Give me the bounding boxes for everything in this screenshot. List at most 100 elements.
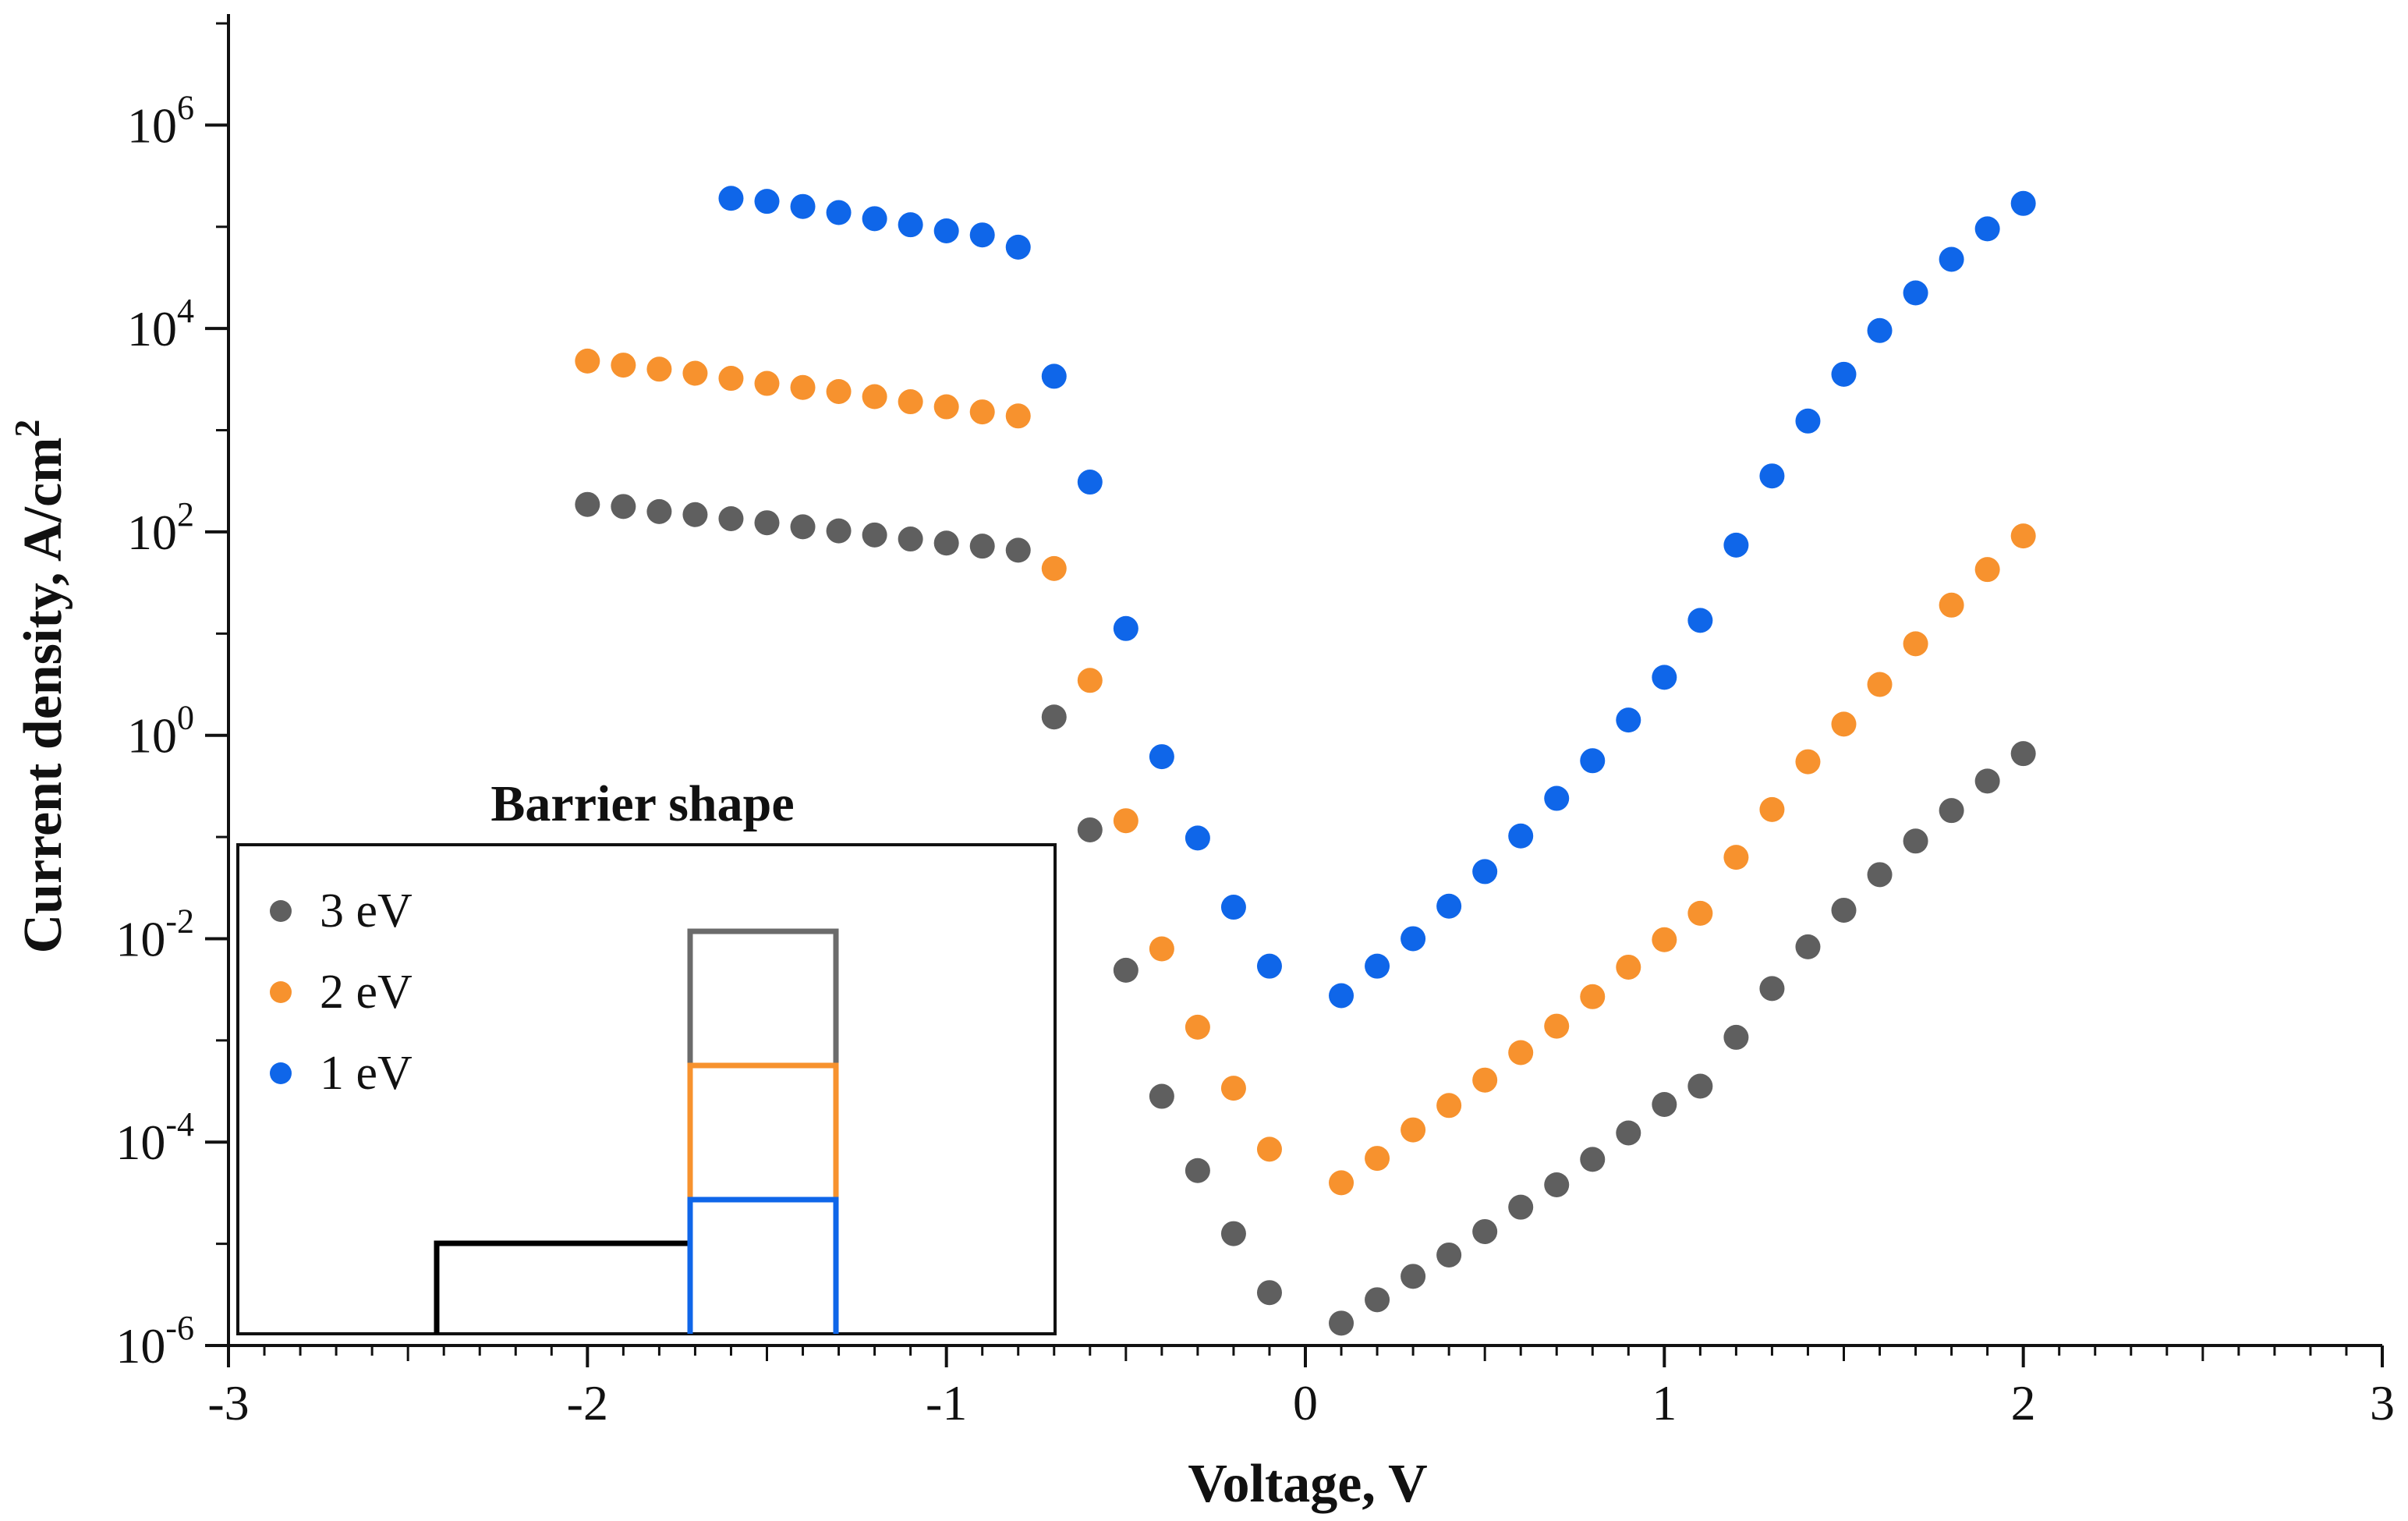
series-1-ev bbox=[718, 186, 2036, 1009]
data-point bbox=[1903, 828, 1928, 854]
data-point bbox=[826, 200, 852, 225]
data-point bbox=[1401, 1117, 1426, 1143]
inset-frame bbox=[236, 843, 1057, 1335]
data-point bbox=[1113, 808, 1138, 834]
data-point bbox=[1436, 1093, 1462, 1119]
data-point bbox=[1723, 532, 1749, 558]
data-point bbox=[1939, 798, 1964, 824]
data-point bbox=[1041, 363, 1067, 389]
data-point bbox=[1365, 1287, 1390, 1313]
data-point bbox=[1329, 1310, 1354, 1336]
data-point bbox=[1795, 408, 1821, 434]
data-point bbox=[1113, 957, 1138, 983]
data-point bbox=[1472, 1218, 1498, 1244]
data-point bbox=[1795, 749, 1821, 775]
data-point bbox=[1472, 859, 1498, 885]
y-tick-label: 104 bbox=[127, 292, 194, 356]
data-point bbox=[1616, 1120, 1641, 1146]
data-point bbox=[1974, 216, 2000, 242]
data-point bbox=[1436, 893, 1462, 919]
data-point bbox=[1077, 817, 1103, 842]
inset-legend: 3 eV 2 eV 1 eV bbox=[270, 885, 413, 1100]
data-point bbox=[1580, 748, 1606, 774]
data-point bbox=[2010, 523, 2036, 549]
data-point bbox=[1508, 1040, 1534, 1065]
data-point bbox=[898, 526, 923, 552]
data-point bbox=[1508, 823, 1534, 849]
data-point bbox=[1185, 825, 1210, 851]
x-tick-label: -3 bbox=[207, 1375, 249, 1431]
data-point bbox=[1365, 1146, 1390, 1172]
y-axis-title-text: Current density, A/cm bbox=[13, 438, 73, 954]
legend-marker bbox=[270, 900, 292, 922]
data-point bbox=[826, 378, 852, 404]
data-point bbox=[2010, 190, 2036, 216]
data-point bbox=[862, 206, 887, 232]
x-tick-label: 0 bbox=[1293, 1375, 1318, 1431]
data-point bbox=[1795, 934, 1821, 959]
data-point bbox=[1687, 900, 1713, 926]
data-point bbox=[1005, 234, 1031, 260]
data-points bbox=[575, 186, 2036, 1336]
data-point bbox=[862, 384, 887, 410]
data-point bbox=[1329, 1170, 1354, 1196]
data-point bbox=[1759, 463, 1785, 489]
data-point bbox=[1580, 984, 1606, 1009]
data-point bbox=[933, 394, 959, 420]
data-point bbox=[1149, 744, 1174, 770]
data-point bbox=[754, 189, 780, 214]
data-point bbox=[1652, 1091, 1677, 1117]
data-point bbox=[1759, 976, 1785, 1002]
barrier-step bbox=[434, 1240, 690, 1334]
data-point bbox=[682, 502, 708, 527]
barrier-shapes bbox=[434, 928, 839, 1334]
data-point bbox=[646, 498, 672, 524]
data-point bbox=[1723, 845, 1749, 870]
data-point bbox=[1831, 361, 1857, 387]
data-point bbox=[718, 186, 744, 211]
legend-marker bbox=[270, 1062, 292, 1084]
data-point bbox=[898, 212, 923, 238]
data-point bbox=[790, 193, 816, 219]
data-point bbox=[1113, 615, 1138, 641]
data-point bbox=[1401, 1264, 1426, 1289]
data-point bbox=[1903, 631, 1928, 657]
data-point bbox=[575, 491, 600, 517]
data-point bbox=[682, 360, 708, 386]
data-point bbox=[1544, 1013, 1570, 1039]
data-point bbox=[1220, 895, 1246, 920]
data-point bbox=[1401, 926, 1426, 952]
data-point bbox=[1544, 1172, 1570, 1197]
data-point bbox=[1867, 317, 1893, 343]
inset-title: Barrier shape bbox=[490, 775, 794, 832]
y-tick-label: 10-6 bbox=[115, 1309, 194, 1374]
data-point bbox=[575, 348, 600, 374]
data-point bbox=[718, 505, 744, 531]
data-point bbox=[1652, 927, 1677, 952]
data-point bbox=[1256, 953, 1282, 979]
data-point bbox=[1939, 592, 1964, 618]
data-point bbox=[933, 218, 959, 243]
data-point bbox=[1436, 1242, 1462, 1268]
data-point bbox=[611, 494, 636, 519]
data-point bbox=[1185, 1158, 1210, 1183]
data-point bbox=[969, 222, 995, 248]
barrier-shape-inset: Barrier shape 3 eV 2 eV 1 eV bbox=[236, 775, 1057, 1335]
data-point bbox=[1041, 704, 1067, 730]
data-point bbox=[1220, 1076, 1246, 1101]
data-point bbox=[1652, 665, 1677, 690]
x-tick-label: 2 bbox=[2011, 1375, 2036, 1431]
y-tick-label: 10-4 bbox=[115, 1105, 194, 1170]
legend-label: 1 eV bbox=[320, 1047, 413, 1100]
data-point bbox=[969, 399, 995, 425]
legend-marker bbox=[270, 981, 292, 1003]
y-tick-label: 106 bbox=[127, 88, 194, 153]
data-point bbox=[1759, 796, 1785, 822]
y-tick-label: 10-2 bbox=[115, 902, 194, 966]
data-point bbox=[1185, 1014, 1210, 1040]
x-tick-label: -1 bbox=[926, 1375, 967, 1431]
y-tick-label: 100 bbox=[127, 699, 194, 764]
data-point bbox=[1149, 1083, 1174, 1109]
data-point bbox=[1365, 953, 1390, 979]
legend-label: 3 eV bbox=[320, 885, 413, 938]
